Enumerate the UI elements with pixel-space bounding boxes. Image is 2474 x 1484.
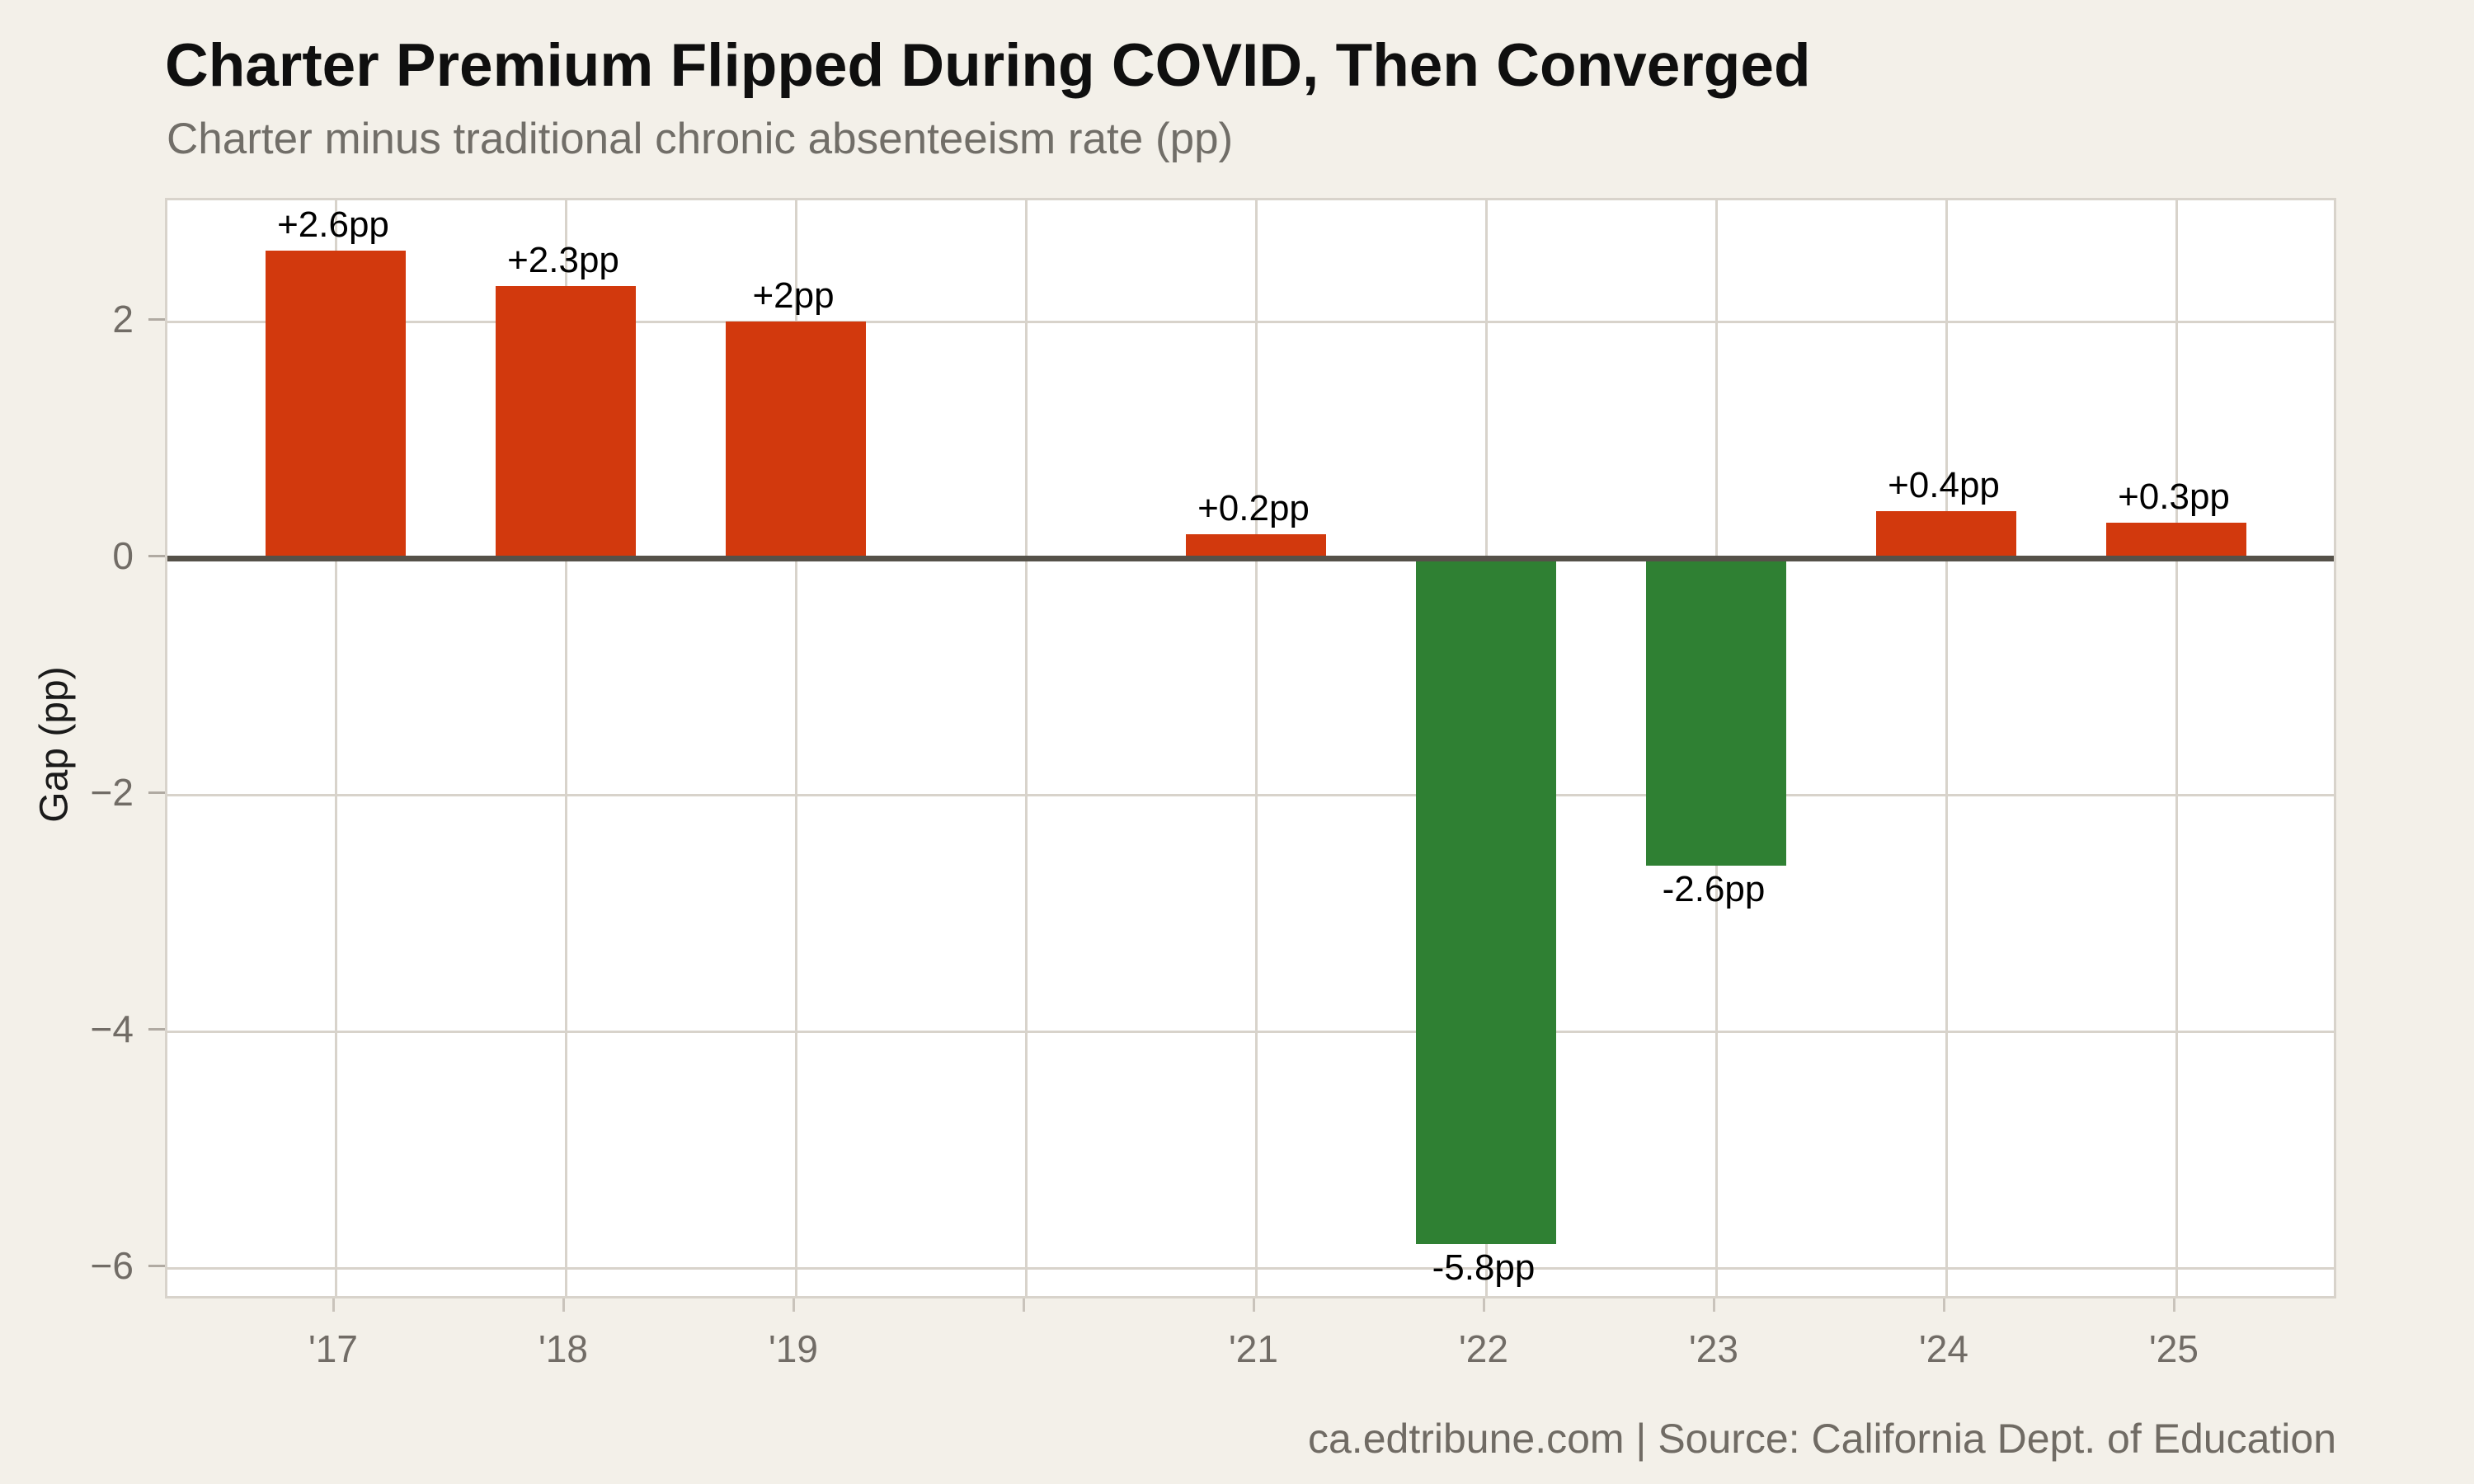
bar-23: [1646, 558, 1786, 866]
x-tick-label: '18: [539, 1327, 588, 1370]
zero-line: [167, 556, 2334, 561]
vertical-gridline: [2175, 200, 2178, 1296]
y-tick-label: 0: [112, 534, 134, 577]
x-tick-label: '17: [308, 1327, 358, 1370]
vertical-gridline: [1255, 200, 1258, 1296]
x-tick-label: '24: [1919, 1327, 1968, 1370]
vertical-gridline: [335, 200, 337, 1296]
x-tick-mark: [793, 1298, 795, 1312]
bar-21: [1186, 534, 1326, 558]
y-tick-mark: [148, 1265, 165, 1267]
chart-title: Charter Premium Flipped During COVID, Th…: [165, 32, 1811, 99]
x-tick-mark: [562, 1298, 565, 1312]
y-tick-mark: [148, 791, 165, 794]
chart-subtitle: Charter minus traditional chronic absent…: [167, 115, 1234, 163]
x-tick-label: '22: [1459, 1327, 1508, 1370]
vertical-gridline: [565, 200, 567, 1296]
horizontal-gridline: [167, 794, 2334, 796]
y-tick-mark: [148, 555, 165, 557]
x-tick-mark: [1253, 1298, 1255, 1312]
y-tick-label: 2: [112, 298, 134, 340]
horizontal-gridline: [167, 1031, 2334, 1033]
x-tick-mark: [1023, 1298, 1025, 1312]
y-tick-mark: [148, 318, 165, 321]
horizontal-gridline: [167, 1267, 2334, 1270]
x-tick-mark: [2173, 1298, 2175, 1312]
y-axis-title: Gap (pp): [32, 666, 77, 823]
bar-18: [496, 285, 636, 558]
y-tick-mark: [148, 1028, 165, 1031]
x-tick-label: '21: [1229, 1327, 1278, 1370]
source-footer: ca.edtribune.com | Source: California De…: [1308, 1416, 2336, 1462]
x-tick-mark: [1713, 1298, 1715, 1312]
x-tick-mark: [1943, 1298, 1945, 1312]
x-tick-label: '19: [769, 1327, 818, 1370]
bar-19: [726, 322, 866, 558]
bar-24: [1876, 510, 2016, 558]
plot-area: [165, 198, 2336, 1298]
bar-22: [1416, 558, 1556, 1245]
vertical-gridline: [1945, 200, 1948, 1296]
y-tick-label: −6: [90, 1244, 134, 1287]
x-tick-label: '25: [2149, 1327, 2199, 1370]
x-tick-label: '23: [1689, 1327, 1738, 1370]
horizontal-gridline: [167, 321, 2334, 323]
bar-25: [2106, 522, 2246, 558]
vertical-gridline: [1025, 200, 1028, 1296]
vertical-gridline: [795, 200, 797, 1296]
bar-17: [266, 250, 406, 558]
x-tick-mark: [1483, 1298, 1485, 1312]
x-tick-mark: [332, 1298, 335, 1312]
y-tick-label: −4: [90, 1007, 134, 1050]
